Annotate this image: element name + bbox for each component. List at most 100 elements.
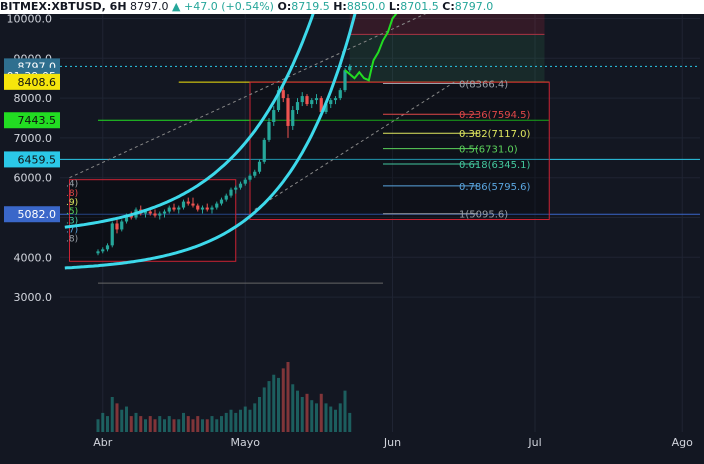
projection-line: [344, 14, 398, 82]
candle: [248, 175, 252, 180]
high-value: 8850.0: [346, 0, 386, 13]
volume-bar: [277, 377, 280, 432]
high-label: H:: [333, 0, 347, 13]
candle: [319, 98, 323, 113]
symbol-label[interactable]: BITMEX:XBTUSD, 6H: [0, 0, 127, 13]
y-tick-label: 8000.0: [14, 92, 53, 105]
volume-bar: [115, 403, 119, 432]
volume-bar: [148, 416, 152, 432]
up-arrow-icon: ▲: [172, 0, 181, 13]
volume-bar: [262, 387, 266, 432]
open-value: 8719.5: [291, 0, 330, 13]
x-tick-label: Jun: [383, 436, 401, 449]
price-tag: [4, 73, 60, 90]
candle: [186, 201, 190, 204]
fib-box-main: [249, 81, 550, 220]
volume-bar: [272, 374, 276, 432]
parabolic-curves: [64, 14, 357, 270]
mini-fib-label: .3): [66, 216, 78, 226]
candle: [129, 215, 133, 218]
y-tick-label: 10000.0: [7, 14, 53, 26]
candle: [238, 183, 243, 188]
candle: [253, 171, 257, 176]
close-label: C:: [442, 0, 455, 13]
y-tick-label: 3000.0: [14, 291, 53, 304]
price-axis[interactable]: 3000.04000.05000.06000.07000.08000.09000…: [7, 14, 53, 304]
volume-bar: [129, 416, 133, 432]
volume-bar: [144, 419, 147, 432]
candle: [181, 201, 186, 208]
candle: [324, 104, 328, 113]
candle: [101, 249, 105, 252]
resistance-zone: [349, 14, 545, 35]
volume-bar: [286, 362, 290, 432]
price-tag-label: 5082.0: [18, 208, 57, 221]
volume-bar: [343, 390, 347, 432]
candle: [105, 245, 110, 250]
candle: [348, 66, 352, 71]
price-tag-label: 7443.5: [18, 114, 57, 127]
candle: [276, 90, 281, 111]
fib-level-label: 0.382(7117.0): [459, 129, 531, 140]
candle: [177, 207, 181, 210]
time-axis[interactable]: Abr Mayo Jun Jul Ago: [0, 432, 704, 464]
candle: [196, 205, 200, 210]
grid: [60, 14, 700, 432]
price-tag: [4, 112, 60, 129]
candle: [96, 251, 100, 254]
open-label: O:: [277, 0, 292, 13]
candle: [172, 207, 176, 210]
candle: [329, 100, 333, 105]
volume-bar: [139, 416, 143, 432]
trend-lines: [69, 14, 455, 210]
candle: [267, 121, 271, 140]
chart-background: [0, 14, 704, 464]
curve-upper: [64, 14, 315, 229]
price-tag: [4, 151, 60, 168]
volume-bar: [215, 419, 219, 432]
y-tick-label: 6000.0: [14, 172, 53, 185]
volume-bar: [182, 412, 185, 432]
price-chart[interactable]: 0(8366.4) 0.236(7594.5) 0.382(7117.0) 0.5(6…: [0, 14, 704, 464]
last-price: 8797.0: [130, 0, 169, 13]
candle: [314, 98, 319, 101]
volume-bar: [258, 397, 261, 432]
y-tick-label: 7000.0: [14, 132, 53, 145]
support-zone: [349, 34, 545, 83]
candle: [338, 90, 342, 99]
mini-fib-label: .8): [66, 189, 78, 199]
candle: [310, 100, 314, 105]
candle: [291, 110, 295, 126]
candle: [143, 211, 148, 214]
price-tag-label: 8408.6: [18, 76, 57, 89]
low-label: L:: [388, 0, 401, 13]
volume-bar: [120, 409, 124, 432]
volume-bar: [348, 412, 352, 432]
trend-line-upper: [69, 14, 427, 179]
volume-bar: [177, 419, 181, 432]
price-tag-label: 6459.5: [18, 153, 57, 166]
candle: [167, 207, 171, 212]
volume-bar: [229, 409, 233, 432]
fib-level-label: 0(8366.4): [459, 80, 508, 91]
volume-bar: [101, 412, 105, 432]
volume-bar: [125, 406, 128, 432]
volume-bar: [110, 397, 114, 432]
volume-bar: [324, 403, 328, 432]
candlesticks: [96, 64, 352, 256]
x-tick-label: Abr: [93, 436, 113, 449]
volume-bar: [196, 416, 200, 432]
candle: [162, 211, 167, 214]
target-zones: [60, 14, 700, 284]
candle: [286, 98, 290, 126]
candle: [200, 207, 205, 210]
candle: [215, 203, 219, 208]
volume-bar: [224, 412, 228, 432]
candle: [272, 110, 276, 122]
volume-bar: [310, 400, 314, 432]
volume-bar: [305, 393, 309, 432]
fib-level-label: 0.786(5795.6): [459, 182, 531, 193]
candle: [343, 70, 347, 91]
candle: [295, 102, 300, 111]
